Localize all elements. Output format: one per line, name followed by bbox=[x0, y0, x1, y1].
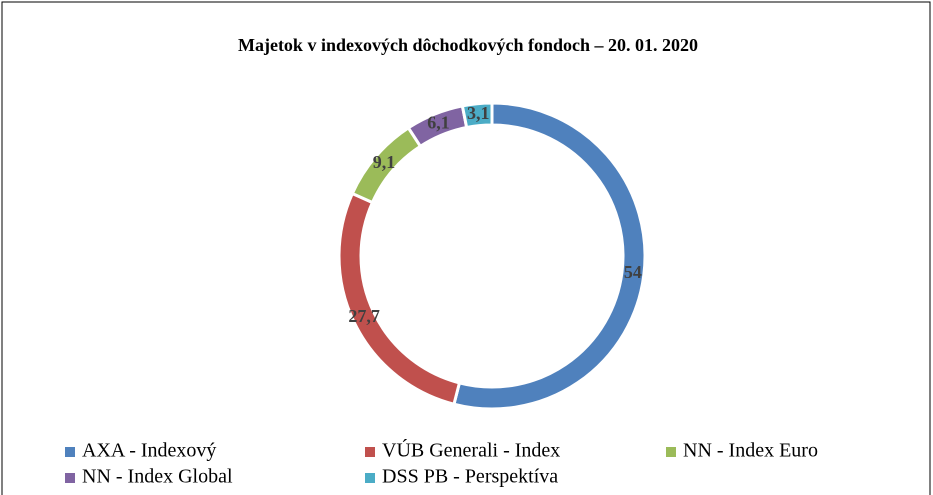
legend-marker bbox=[365, 473, 375, 483]
legend-label: DSS PB - Perspektíva bbox=[382, 466, 558, 488]
data-label: 27,7 bbox=[348, 306, 380, 326]
data-label: 6,1 bbox=[427, 113, 450, 133]
legend-label: NN - Index Euro bbox=[683, 440, 818, 462]
legend-marker bbox=[666, 447, 676, 457]
data-label: 3,1 bbox=[467, 103, 490, 123]
legend-marker bbox=[365, 447, 375, 457]
chart-title: Majetok v indexových dôchodkových fondoc… bbox=[238, 35, 698, 55]
donut-slice bbox=[460, 101, 494, 130]
legend-label: NN - Index Global bbox=[82, 466, 233, 488]
data-label: 9,1 bbox=[373, 152, 396, 172]
data-label: 54 bbox=[624, 262, 642, 282]
legend-label: AXA - Indexový bbox=[82, 440, 216, 462]
legend-marker bbox=[65, 473, 75, 483]
legend-marker bbox=[65, 447, 75, 457]
legend-label: VÚB Generali - Index bbox=[382, 438, 560, 462]
